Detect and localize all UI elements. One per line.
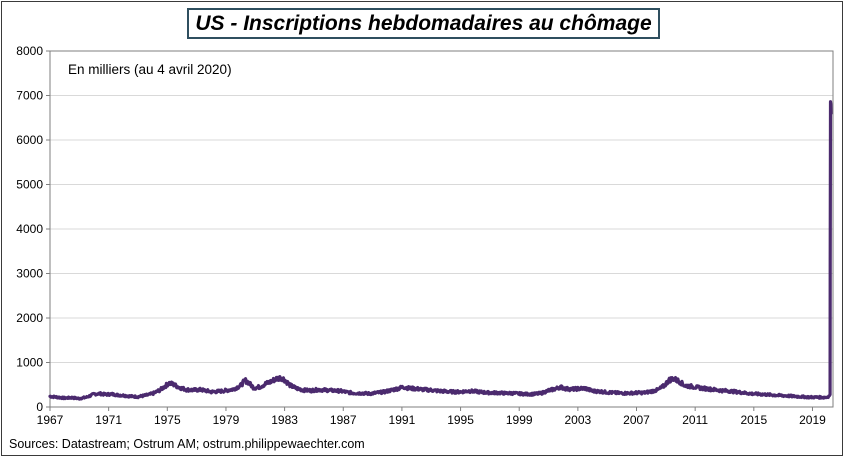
y-tick-label: 7000 (16, 89, 43, 103)
x-tick-label: 1975 (154, 413, 181, 427)
y-tick-label: 2000 (16, 311, 43, 325)
x-tick-label: 1967 (37, 413, 64, 427)
y-tick-label: 6000 (16, 133, 43, 147)
gridlines (50, 95, 833, 363)
chart-subtitle: En milliers (au 4 avril 2020) (68, 62, 232, 77)
y-tick-label: 5000 (16, 178, 43, 192)
x-tick-label: 2015 (740, 413, 767, 427)
x-tick-label: 1979 (213, 413, 240, 427)
x-tick-label: 1987 (330, 413, 357, 427)
chart-title: US - Inscriptions hebdomadaires au chôma… (187, 8, 660, 39)
x-tick-label: 2007 (623, 413, 650, 427)
y-axis: 0 1000 2000 3000 4000 5000 6000 7000 8000 (16, 44, 50, 414)
y-tick-label: 8000 (16, 44, 43, 58)
x-tick-label: 2011 (682, 413, 708, 427)
x-tick-label: 2019 (799, 413, 826, 427)
x-tick-label: 1995 (447, 413, 474, 427)
source-note: Sources: Datastream; Ostrum AM; ostrum.p… (9, 437, 365, 451)
x-tick-label: 1999 (506, 413, 533, 427)
y-tick-label: 3000 (16, 267, 43, 281)
y-tick-label: 1000 (16, 356, 43, 370)
x-tick-label: 1971 (95, 413, 122, 427)
y-tick-label: 0 (36, 400, 43, 414)
x-tick-label: 1983 (271, 413, 298, 427)
x-tick-label: 2003 (565, 413, 592, 427)
x-axis: 1967 1971 1975 1979 1983 1987 1991 1995 1999 2003… (37, 407, 826, 427)
x-tick-label: 1991 (389, 413, 416, 427)
series-line (48, 100, 833, 401)
y-tick-label: 4000 (16, 222, 43, 236)
